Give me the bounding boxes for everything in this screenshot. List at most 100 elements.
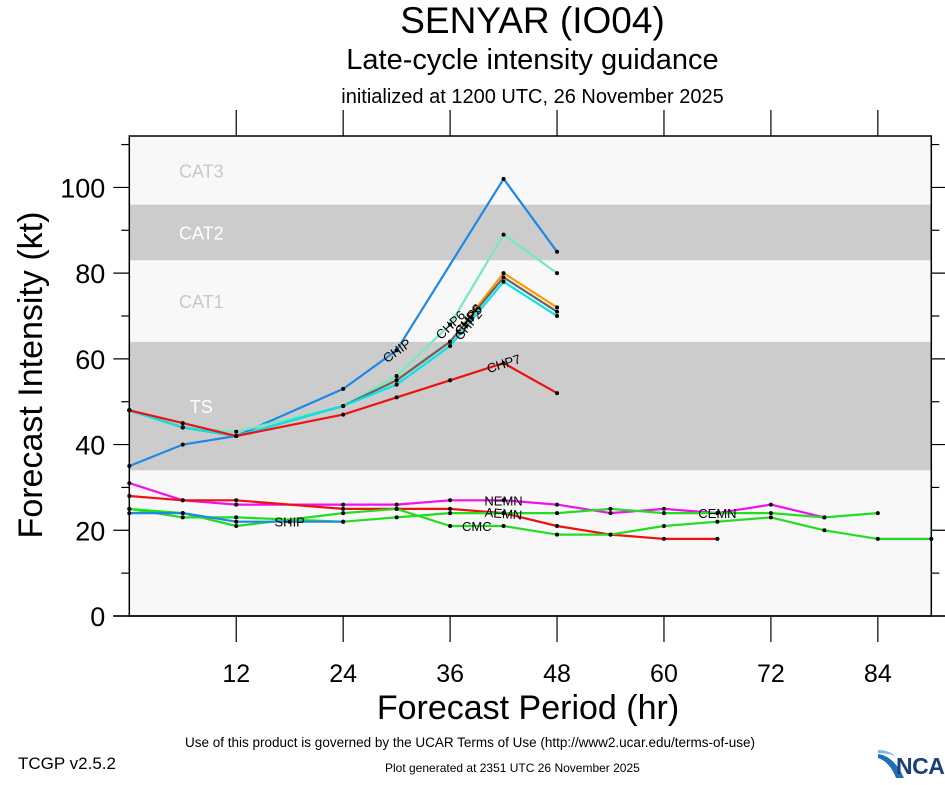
- series-label-cemn: CEMN: [698, 506, 736, 521]
- point-cmc: [608, 532, 613, 537]
- x-tick-label: 36: [436, 660, 464, 688]
- point-aemn: [234, 498, 239, 503]
- x-tick-label: 24: [329, 660, 357, 688]
- point-chip: [555, 249, 560, 254]
- point-cemn: [394, 515, 399, 520]
- point-chp6: [448, 322, 453, 327]
- init-time: initialized at 1200 UTC, 26 November 202…: [341, 86, 724, 108]
- ncar-logo: NCAR: [876, 750, 945, 780]
- point-nemn: [341, 502, 346, 507]
- point-chp6: [234, 429, 239, 434]
- axes: 0 20 40 60 80 100 12 24 36 48 60 72 84: [60, 110, 945, 688]
- x-tick-label: 12: [222, 660, 250, 688]
- chart-title: SENYAR (IO04): [400, 0, 665, 41]
- point-cmc: [394, 506, 399, 511]
- band-label-cat2: CAT2: [179, 223, 224, 243]
- point-chip: [180, 442, 185, 447]
- point-chp7: [180, 421, 185, 426]
- series-label-nemn: NEMN: [484, 493, 522, 508]
- point-chp7: [555, 391, 560, 396]
- series-label-cmc: CMC: [462, 519, 492, 534]
- point-cmc: [875, 536, 880, 541]
- point-chp2: [555, 314, 560, 318]
- point-nemn: [501, 498, 506, 503]
- point-chp2: [341, 404, 346, 408]
- band-cat3: [129, 136, 932, 205]
- series-label-ship: SHIP: [275, 515, 305, 530]
- band-ts: [129, 341, 932, 471]
- point-cemn: [661, 511, 666, 516]
- point-chp8: [555, 305, 560, 310]
- y-tick-label: 40: [75, 431, 105, 461]
- point-cemn: [822, 515, 827, 520]
- series-label-aemn: AEMN: [484, 505, 523, 523]
- point-cemn: [608, 506, 613, 511]
- point-ship: [341, 519, 346, 524]
- point-cemn: [180, 515, 185, 520]
- point-chp7: [501, 361, 506, 366]
- line-chp2: [128, 280, 558, 438]
- y-tick-label: 0: [90, 602, 105, 632]
- band-label-ts: TS: [190, 397, 213, 417]
- point-nemn: [394, 502, 399, 507]
- point-aemn: [661, 536, 666, 541]
- y-tick-label: 20: [75, 516, 105, 546]
- point-cmc: [341, 511, 346, 516]
- point-chp8: [501, 271, 506, 276]
- point-chp5: [394, 378, 399, 383]
- point-chp2: [180, 425, 185, 430]
- point-cemn: [715, 511, 720, 516]
- generated-time: Plot generated at 2351 UTC 26 November 2…: [385, 761, 640, 775]
- point-chp6: [555, 271, 560, 276]
- point-cemn: [555, 511, 560, 516]
- point-aemn: [180, 498, 185, 503]
- point-nemn: [448, 498, 453, 503]
- point-nemn: [608, 511, 613, 516]
- point-chp5: [501, 275, 506, 280]
- intensity-bands: [129, 136, 932, 616]
- point-nemn: [768, 502, 773, 507]
- point-ship: [287, 519, 292, 524]
- point-aemn: [555, 524, 560, 528]
- terms-of-use: Use of this product is governed by the U…: [185, 735, 755, 750]
- y-tick-label: 80: [75, 259, 105, 289]
- point-chip: [501, 176, 506, 181]
- band-cat2: [129, 204, 932, 261]
- ncar-logo-text: NCAR: [896, 753, 945, 779]
- point-cmc: [234, 524, 239, 528]
- point-cemn: [501, 511, 506, 516]
- line-cemn: [129, 507, 878, 523]
- point-nemn: [661, 506, 666, 511]
- band-cat1: [129, 260, 932, 342]
- point-cmc: [448, 524, 453, 528]
- band-label-cat1: CAT1: [179, 292, 224, 312]
- point-cmc: [661, 524, 666, 528]
- point-chp2: [394, 382, 399, 387]
- series-points: [127, 176, 934, 541]
- x-tick-label: 48: [543, 660, 571, 688]
- point-cemn: [448, 511, 453, 516]
- version-label: TCGP v2.5.2: [18, 754, 116, 773]
- point-ship: [234, 519, 239, 524]
- line-chp7: [129, 362, 558, 438]
- ncar-swoosh-icon: [878, 750, 904, 778]
- point-nemn: [234, 502, 239, 507]
- x-tick-label: 60: [650, 660, 678, 688]
- point-chp6: [501, 232, 506, 237]
- x-axis-label: Forecast Period (hr): [377, 689, 679, 727]
- point-nemn: [555, 502, 560, 507]
- x-tick-label: 72: [757, 660, 785, 688]
- point-cemn: [234, 515, 239, 520]
- point-cmc: [555, 532, 560, 537]
- point-ship: [180, 511, 185, 516]
- point-chp5: [555, 309, 560, 314]
- point-aemn: [341, 506, 346, 511]
- point-chip: [394, 348, 399, 353]
- point-cmc: [822, 528, 827, 533]
- point-chp7: [394, 395, 399, 400]
- x-tick-label: 84: [864, 660, 892, 688]
- band-labels: TS CAT1 CAT2 CAT3: [179, 161, 224, 417]
- point-chp7: [234, 434, 239, 438]
- point-chip: [341, 386, 346, 391]
